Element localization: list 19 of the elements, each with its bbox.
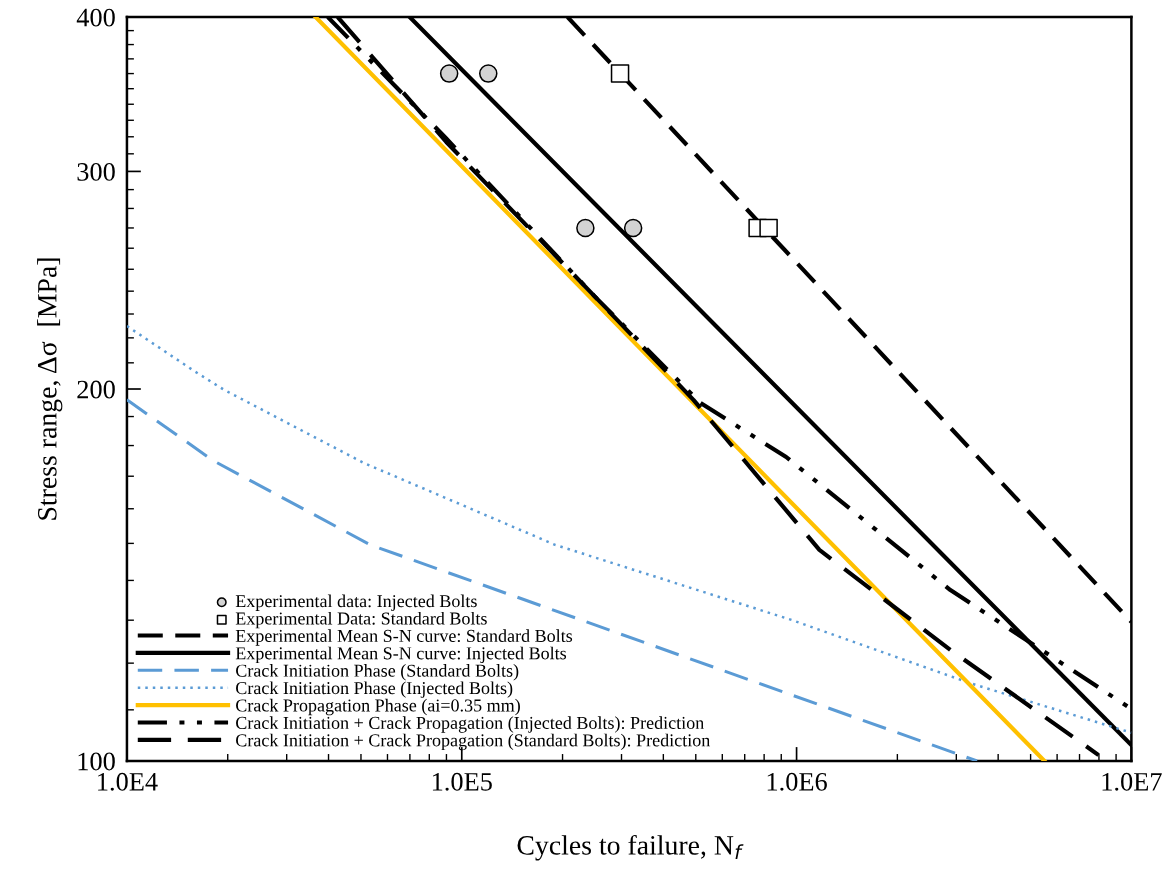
x-axis-title: Cycles to failure, N$_{f}$: [517, 834, 744, 861]
legend-label: Crack Initiation + Crack Propagation (Standard Bolts): Prediction: [236, 733, 711, 751]
legend-label: Crack Initiation Phase (Standard Bolts): [236, 664, 519, 681]
legend-label: Crack Propagation Phase (ai=0.35 mm): [236, 698, 520, 716]
x-tick-label: 1.0E5: [432, 772, 492, 791]
x-tick-label: 1.0E4: [98, 772, 158, 791]
x-tick-label: 1.0E7: [1102, 772, 1162, 791]
legend-label: Experimental Data: Standard Bolts: [235, 611, 487, 629]
y-tick-label: 100: [78, 752, 115, 771]
y-tick-label: 400: [76, 8, 115, 27]
legend-label: Experimental Mean S-N curve: Standard Bolts: [235, 629, 573, 646]
y-tick-label: 200: [77, 380, 115, 399]
legend-label: Crack Initiation Phase (Injected Bolts): [236, 681, 513, 698]
legend-label: Experimental Mean S-N curve: Injected Bolts: [235, 646, 567, 664]
y-tick-label: 300: [77, 163, 115, 181]
legend-label: Experimental data: Injected Bolts: [235, 594, 477, 611]
y-axis-title: Stress range, Δσ [MPa]: [37, 258, 63, 520]
x-tick-label: 1.0E6: [767, 772, 827, 791]
legend-label: Crack Initiation + Crack Propagation (Injected Bolts): Prediction: [236, 716, 704, 733]
